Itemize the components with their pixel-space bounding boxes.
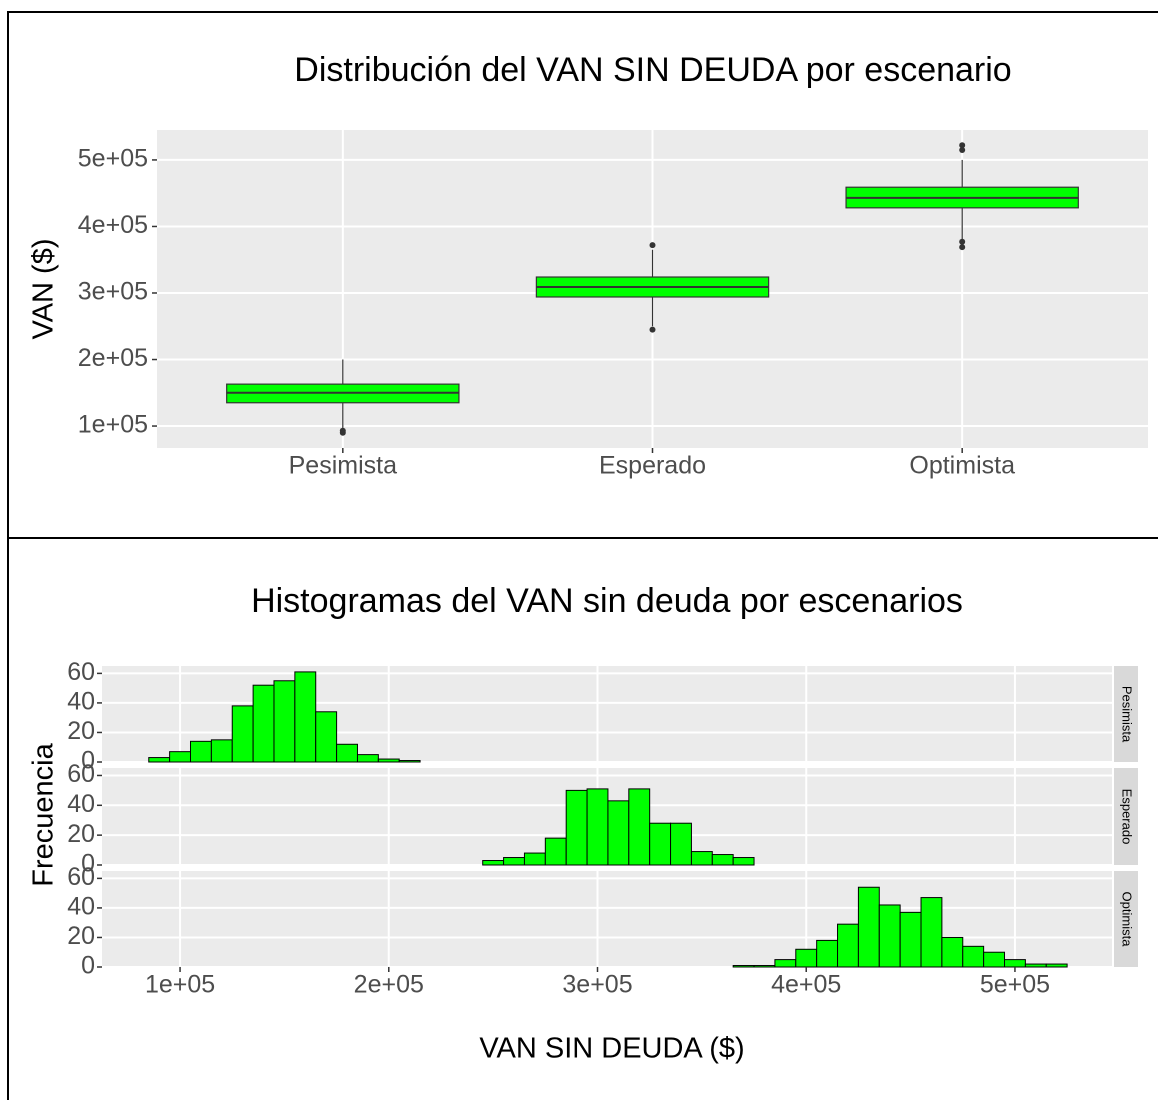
y-tick-label: 20 xyxy=(67,717,95,745)
bar xyxy=(294,671,317,763)
bar xyxy=(169,751,191,763)
bar xyxy=(774,959,797,968)
outlier xyxy=(959,146,966,153)
y-axis-label: VAN ($) xyxy=(28,239,60,340)
bar xyxy=(503,857,525,866)
facet-strip xyxy=(1114,768,1138,865)
bar xyxy=(189,740,212,763)
bar xyxy=(586,788,609,866)
chart-title: Distribución del VAN SIN DEUDA por escen… xyxy=(294,51,1011,89)
y-tick-label: 40 xyxy=(67,688,95,716)
bar xyxy=(732,857,755,866)
x-tick-label: 1e+05 xyxy=(145,971,215,999)
y-tick-label: 5e+05 xyxy=(78,145,148,173)
bar xyxy=(962,945,985,968)
bar xyxy=(920,897,943,968)
y-tick-label: 60 xyxy=(67,658,95,686)
y-tick-label: 0 xyxy=(81,850,95,878)
bar xyxy=(857,886,880,968)
bar xyxy=(231,705,254,763)
y-tick-label: 20 xyxy=(67,922,95,950)
bar xyxy=(273,680,296,763)
bar xyxy=(210,739,233,763)
x-tick-label: Pesimista xyxy=(289,452,397,480)
y-tick-label: 2e+05 xyxy=(78,344,148,372)
bar xyxy=(732,965,755,968)
x-tick-label: Esperado xyxy=(599,452,706,480)
chart-title: Histogramas del VAN sin deuda por escena… xyxy=(251,582,963,620)
bar xyxy=(753,965,776,968)
facet-label: Esperado xyxy=(1120,789,1135,845)
x-axis-label: VAN SIN DEUDA ($) xyxy=(479,1033,744,1065)
bar xyxy=(356,754,379,763)
bar xyxy=(649,822,672,866)
outlier xyxy=(339,429,346,436)
bar xyxy=(899,911,922,968)
outlier xyxy=(959,244,966,251)
y-tick-label: 4e+05 xyxy=(78,211,148,239)
bar xyxy=(878,904,901,968)
y-tick-label: 40 xyxy=(67,790,95,818)
outlier xyxy=(649,242,656,249)
bar xyxy=(837,923,859,968)
facet-strip xyxy=(1114,666,1138,762)
x-tick-label: 5e+05 xyxy=(980,971,1050,999)
bar xyxy=(1045,963,1068,968)
y-tick-label: 60 xyxy=(67,760,95,788)
bar xyxy=(795,948,818,968)
y-axis-label: Frecuencia xyxy=(28,742,60,886)
bar xyxy=(565,789,588,866)
y-tick-label: 0 xyxy=(81,747,95,775)
x-tick-label: 4e+05 xyxy=(771,971,841,999)
y-tick-label: 20 xyxy=(67,820,95,848)
outlier xyxy=(959,142,966,149)
facet-label: Pesimista xyxy=(1120,686,1135,743)
bar xyxy=(252,684,275,763)
facet-label: Optimista xyxy=(1120,892,1135,948)
bar xyxy=(148,757,171,763)
bar xyxy=(690,851,713,866)
y-tick-label: 3e+05 xyxy=(78,278,148,306)
bar xyxy=(941,936,964,968)
outlier xyxy=(649,326,656,333)
bar xyxy=(711,854,734,866)
bar xyxy=(377,758,400,763)
bar xyxy=(336,743,358,763)
bar xyxy=(482,860,505,866)
bar xyxy=(670,822,692,866)
bar xyxy=(607,800,630,866)
x-tick-label: 3e+05 xyxy=(562,971,632,999)
y-tick-label: 60 xyxy=(67,863,95,891)
bar xyxy=(544,837,567,866)
y-tick-label: 1e+05 xyxy=(78,411,148,439)
bar xyxy=(398,760,421,763)
y-tick-label: 0 xyxy=(81,952,95,980)
outlier xyxy=(959,238,966,245)
bar xyxy=(628,788,651,866)
facet-strip xyxy=(1114,871,1138,967)
x-tick-label: 2e+05 xyxy=(354,971,424,999)
bar xyxy=(315,711,338,763)
bar xyxy=(1004,959,1026,968)
bar xyxy=(983,951,1006,968)
bar xyxy=(1024,963,1047,968)
y-tick-label: 40 xyxy=(67,893,95,921)
x-tick-label: Optimista xyxy=(909,452,1015,480)
bar xyxy=(523,852,546,866)
frame xyxy=(7,11,1158,1100)
bar xyxy=(816,939,839,968)
